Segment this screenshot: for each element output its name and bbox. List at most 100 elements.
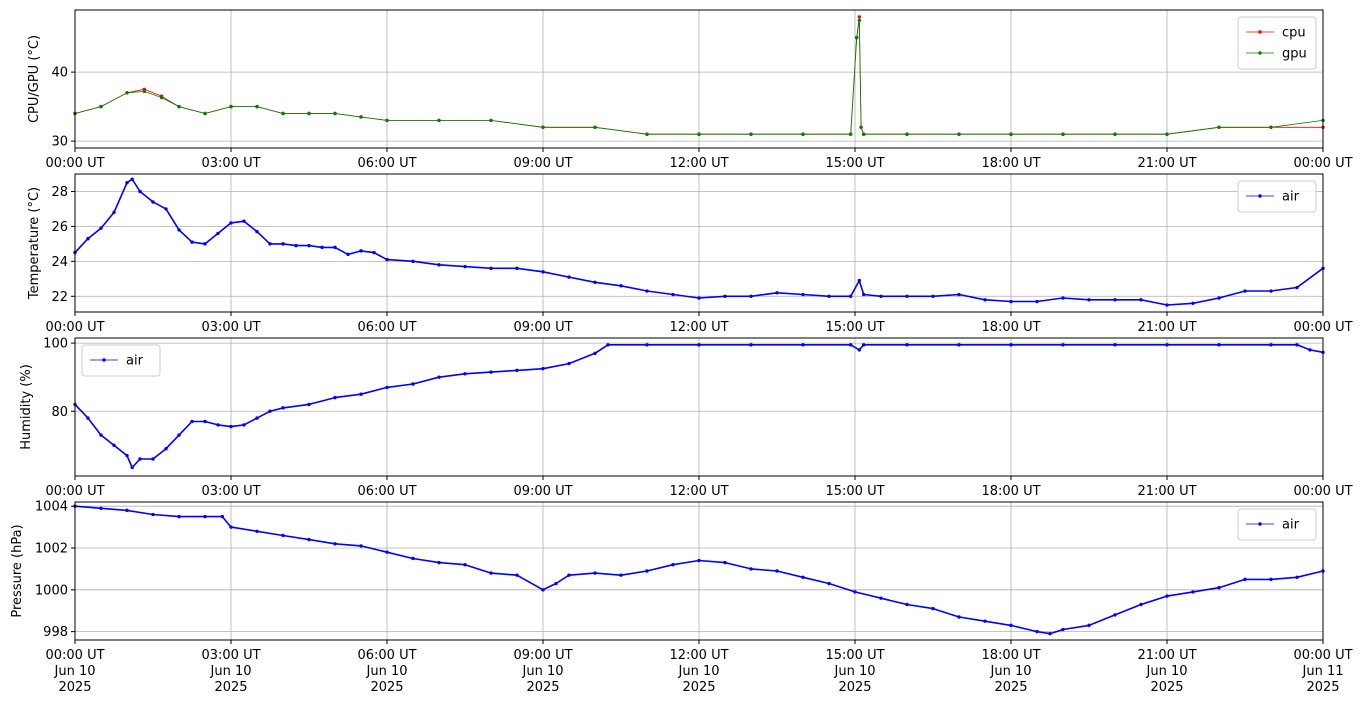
data-point-air [931,606,935,611]
data-point-air [723,294,727,298]
y-tick-label: 30 [51,135,68,150]
data-point-air [848,343,853,347]
data-point-air [411,556,415,561]
data-point-air [1165,303,1169,307]
data-point-air [138,189,142,194]
data-point-air [697,343,701,347]
x-tick-label: 06:00 UT [357,648,416,663]
data-point-air [281,242,285,246]
data-point-air [1087,623,1091,628]
data-point-air [515,368,519,373]
data-point-air [177,228,181,232]
x-tick-label: 15:00 UT [825,484,884,499]
data-point-air [333,245,337,250]
x-tick-label: 09:00 UT [513,156,572,171]
data-point-air [463,563,467,567]
data-point-gpu [1113,132,1117,136]
data-point-air [931,294,935,298]
data-point-air [645,343,649,347]
data-point-gpu [203,111,207,116]
data-point-gpu [749,132,753,136]
data-point-air [229,221,233,225]
data-point-air [879,294,883,298]
data-point-air [99,506,103,510]
data-point-air [489,370,493,374]
data-point-air [229,525,233,529]
data-point-gpu [385,118,389,123]
data-point-air [749,343,753,347]
data-point-gpu [848,132,853,136]
data-point-air [827,294,831,298]
x-tick-label: 12:00 UT [669,320,728,335]
legend-box [81,344,161,377]
data-point-air [1061,296,1065,300]
x-tick-label: 00:00 UT [45,156,104,171]
x-tick-label: 18:00 UT [981,156,1040,171]
data-point-air [216,231,220,236]
y-tick-label: 1004 [35,500,68,515]
x-tick-label: 00:00 UT [1293,484,1352,499]
data-point-air [1035,299,1039,304]
x-tick-label: 03:00 UT [201,320,260,335]
data-point-air [281,406,285,410]
data-point-air [619,284,623,288]
data-point-gpu [489,118,493,123]
x-tick-label: 09:00 UT [513,320,572,335]
data-point-air [489,266,493,271]
data-point-air [645,569,649,573]
data-point-air [164,447,168,451]
legend-label-air: air [1282,518,1300,533]
data-point-air [130,177,134,181]
data-point-gpu [437,118,441,123]
data-point-air [1217,296,1221,300]
x-tick-label: 12:00 UT [669,648,728,663]
data-point-air [775,569,779,573]
x-tick-label: 2025 [370,680,403,695]
y-tick-label: 24 [51,255,68,270]
x-tick-label: 15:00 UT [825,320,884,335]
legend-marker-air [1258,194,1262,198]
x-tick-label: 2025 [1306,680,1339,695]
x-tick-label: 21:00 UT [1137,484,1196,499]
data-point-air [268,409,272,413]
data-point-gpu [1165,132,1169,136]
x-tick-label: 2025 [1150,680,1183,695]
y-axis-label: Humidity (%) [19,364,34,450]
data-point-air [255,529,259,533]
data-point-air [879,596,883,600]
y-axis-label: Pressure (hPa) [10,524,25,617]
data-point-air [385,257,389,262]
data-point-gpu [1061,132,1065,136]
legend-label-gpu: gpu [1282,47,1307,62]
data-point-air [749,567,753,571]
x-tick-label: 00:00 UT [45,320,104,335]
y-tick-label: 28 [51,185,68,200]
data-point-air [255,229,259,234]
data-point-air [775,291,779,295]
data-point-air [385,385,389,390]
x-tick-label: Jun 10 [54,664,96,679]
data-point-air [554,581,558,586]
data-point-air [294,243,298,248]
data-point-air [1061,627,1065,632]
legend-marker-air [1258,522,1262,526]
y-tick-label: 22 [51,290,68,305]
legend-label-cpu: cpu [1282,26,1306,41]
x-tick-label: 21:00 UT [1137,648,1196,663]
data-point-air [190,419,194,424]
x-tick-label: 15:00 UT [825,648,884,663]
data-point-air [848,294,853,298]
data-point-air [1269,577,1273,582]
data-point-gpu [281,111,285,116]
data-point-air [983,298,987,302]
data-point-gpu [861,132,866,136]
data-point-air [255,416,259,420]
data-point-air [437,263,441,267]
x-tick-label: 03:00 UT [201,648,260,663]
x-tick-label: Jun 10 [522,664,564,679]
data-point-air [1217,343,1221,347]
data-point-gpu [697,132,701,136]
data-point-air [905,294,909,298]
x-tick-label: Jun 10 [990,664,1032,679]
data-point-cpu [857,15,862,19]
